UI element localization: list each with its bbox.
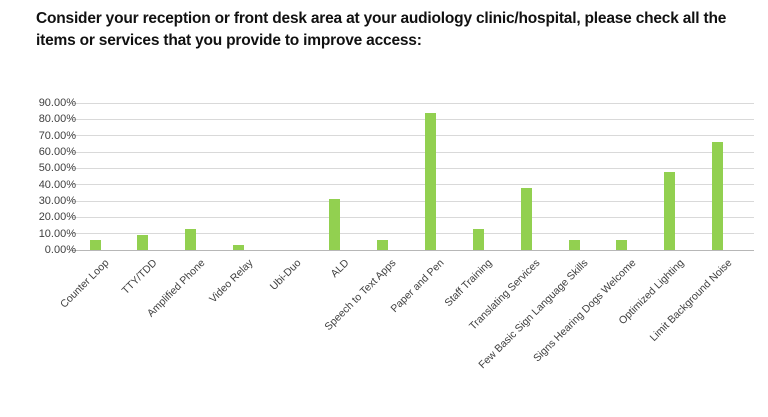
y-axis-tick-label: 0.00% bbox=[44, 244, 76, 256]
bar-few-basic-sign-language-skills bbox=[568, 240, 580, 250]
gridline bbox=[71, 151, 754, 153]
y-axis-tick-label: 70.00% bbox=[38, 129, 76, 142]
gridline bbox=[71, 135, 754, 137]
gridline bbox=[71, 200, 754, 202]
y-axis-tick-label: 40.00% bbox=[38, 178, 76, 191]
bar-tty-tdd bbox=[137, 235, 149, 250]
bar-amplified-phone bbox=[185, 228, 197, 250]
bar-ald bbox=[329, 199, 340, 250]
bar-optimized-lighting bbox=[664, 171, 676, 250]
bar-translating-services bbox=[520, 187, 532, 250]
y-axis-tick-label: 80.00% bbox=[38, 113, 76, 126]
y-axis-tick-label: 50.00% bbox=[38, 162, 76, 175]
gridline bbox=[71, 102, 754, 104]
bar-counter-loop bbox=[89, 240, 101, 250]
bar-paper-and-pen bbox=[424, 112, 436, 250]
y-axis-tick-label: 90.00% bbox=[38, 97, 76, 109]
bar-limit-background-noise bbox=[712, 142, 724, 250]
y-axis-tick-label: 10.00% bbox=[38, 227, 76, 240]
bar-video-relay bbox=[233, 245, 245, 250]
y-axis-tick-label: 20.00% bbox=[38, 211, 76, 224]
gridline bbox=[71, 167, 754, 169]
y-axis-tick-label: 30.00% bbox=[38, 195, 76, 207]
x-axis-line bbox=[71, 249, 754, 251]
gridline bbox=[71, 118, 754, 120]
bar-staff-training bbox=[472, 228, 484, 250]
chart-title: Consider your reception or front desk ar… bbox=[36, 10, 727, 49]
bar-speech-to-text-apps bbox=[376, 240, 388, 250]
gridline bbox=[71, 216, 754, 218]
y-axis-tick-label: 60.00% bbox=[38, 146, 76, 158]
gridline bbox=[71, 233, 754, 235]
gridline bbox=[71, 184, 754, 186]
bar-signs-hearing-dogs-welcome bbox=[616, 240, 628, 250]
